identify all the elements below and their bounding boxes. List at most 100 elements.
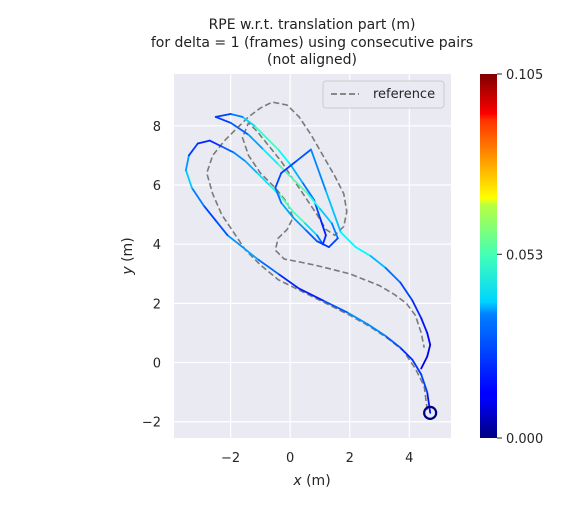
chart-title: RPE w.r.t. translation part (m) for delt… [151, 17, 473, 68]
trajectory-segment [384, 266, 402, 284]
trajectory-segment [316, 240, 330, 249]
trajectory-segment [229, 113, 244, 118]
trajectory-segment [220, 145, 235, 154]
legend-label-reference: reference [373, 87, 435, 102]
trajectory-segment [301, 181, 315, 201]
trajectory-segment [420, 317, 429, 334]
y-tick-labels: −2 0 2 4 6 8 [142, 120, 161, 431]
x-axis-var: x [292, 473, 302, 489]
trajectory-segment [280, 160, 298, 175]
y-tick-label: 4 [153, 238, 161, 253]
x-tick-label: 4 [405, 451, 413, 466]
legend-box [322, 80, 445, 109]
trajectory-segment [318, 207, 333, 225]
trajectory-segment [226, 234, 244, 249]
trajectory-segment [277, 163, 295, 181]
trajectory-segment [241, 246, 259, 260]
trajectory-segment [265, 136, 280, 151]
series-layer [184, 101, 438, 420]
trajectory-segment [277, 272, 301, 290]
trajectory-segment [318, 216, 327, 237]
trajectory-segment [256, 258, 280, 275]
trajectory-segment [411, 299, 423, 320]
y-axis-unit: (m) [120, 237, 136, 266]
trajectory-segment [399, 281, 414, 302]
trajectory-segment [354, 246, 372, 257]
trajectory-segment [208, 139, 223, 148]
trajectory-segment [310, 148, 327, 192]
y-axis-label: y (m) [120, 237, 136, 275]
trajectory-segment [247, 133, 265, 151]
trajectory-segment [304, 222, 318, 237]
trajectory-segment [345, 311, 369, 326]
trajectory-segment [369, 255, 387, 269]
trajectory-segment [184, 169, 193, 189]
colorbar-tick-label: 0.000 [506, 432, 543, 447]
trajectory-segment [292, 178, 309, 195]
trajectory-segment [214, 219, 229, 237]
trajectory-segment [289, 163, 304, 183]
series-reference-line [205, 101, 428, 411]
x-tick-label: −2 [221, 451, 240, 466]
title-line-3: (not aligned) [267, 52, 357, 68]
trajectory-segment [292, 210, 307, 225]
trajectory-segment [262, 148, 280, 166]
trajectory-segment [420, 355, 429, 370]
trajectory-segment [244, 160, 259, 175]
trajectory-segment [256, 172, 271, 186]
trajectory-segment [420, 373, 429, 394]
grid-lines [174, 74, 451, 438]
trajectory-segment [253, 124, 268, 139]
trajectory-segment [280, 201, 295, 219]
trajectory-segment [298, 287, 324, 302]
trajectory-segment [411, 358, 423, 376]
trajectory-segment [232, 151, 247, 163]
trajectory-segment [295, 148, 312, 163]
x-axis-unit: (m) [302, 473, 331, 489]
trajectory-segment [202, 204, 217, 222]
trajectory-segment [184, 154, 190, 172]
title-line-1: RPE w.r.t. translation part (m) [209, 17, 416, 33]
trajectory-segment [426, 391, 432, 414]
y-tick-label: 8 [153, 120, 161, 135]
trajectory-segment [327, 237, 339, 249]
trajectory-segment [280, 195, 295, 213]
trajectory-segment [339, 231, 357, 249]
trajectory-segment [196, 139, 211, 145]
x-tick-label: 2 [346, 451, 354, 466]
trajectory-segment [321, 299, 348, 314]
trajectory-segment [384, 334, 402, 349]
trajectory-segment [307, 192, 321, 210]
trajectory-segment [241, 116, 256, 127]
y-axis-var: y [120, 266, 136, 276]
y-tick-label: 2 [153, 297, 161, 312]
series-trajectory [184, 113, 438, 420]
trajectory-segment [321, 234, 327, 246]
x-tick-labels: −2 0 2 4 [221, 451, 413, 466]
trajectory-segment [304, 228, 318, 243]
colorbar-tick-label: 0.053 [506, 248, 543, 263]
x-axis-label: x (m) [292, 473, 330, 489]
trajectory-segment [292, 216, 307, 231]
colorbar-ticks: 0.000 0.053 0.105 [497, 68, 543, 447]
title-line-2: for delta = 1 (frames) using consecutive… [151, 35, 473, 51]
plot-area [174, 74, 451, 438]
y-tick-label: 0 [153, 357, 161, 372]
trajectory-segment [214, 113, 232, 118]
y-tick-label: 6 [153, 179, 161, 194]
colorbar: 0.000 0.053 0.105 [480, 68, 543, 447]
trajectory-segment [426, 343, 432, 358]
trajectory-segment [324, 189, 342, 234]
trajectory-segment [426, 331, 432, 346]
trajectory-segment [399, 346, 414, 361]
trajectory-segment [190, 186, 205, 207]
trajectory-segment [268, 184, 283, 198]
trajectory-segment [277, 148, 292, 166]
colorbar-tick-label: 0.105 [506, 68, 543, 83]
trajectory-segment [274, 172, 283, 189]
x-tick-label: 0 [286, 451, 294, 466]
trajectory-segment [330, 222, 339, 240]
trajectory-segment [366, 323, 387, 337]
trajectory-segment [229, 121, 250, 136]
